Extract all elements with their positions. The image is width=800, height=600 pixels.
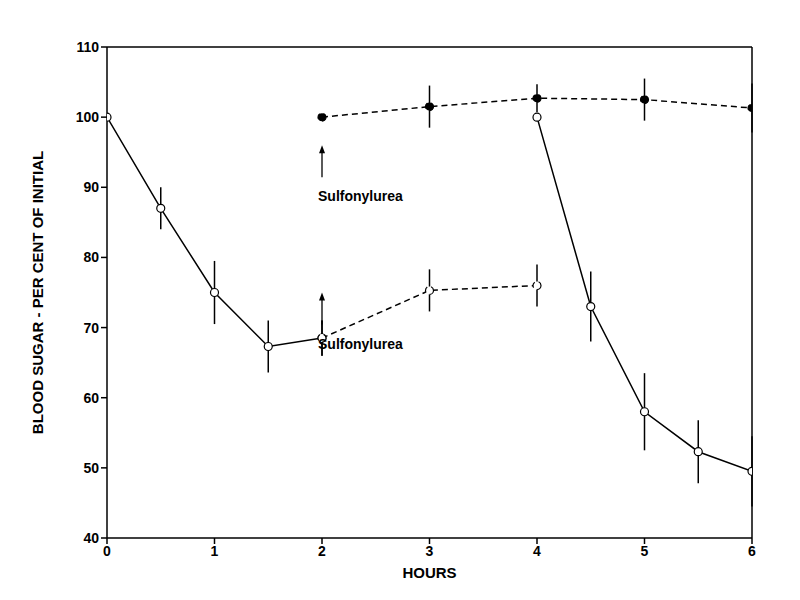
svg-text:Sulfonylurea: Sulfonylurea xyxy=(318,188,403,204)
svg-text:1: 1 xyxy=(211,543,219,559)
svg-text:Sulfonylurea: Sulfonylurea xyxy=(318,336,403,352)
svg-text:5: 5 xyxy=(641,543,649,559)
svg-text:70: 70 xyxy=(83,320,99,336)
svg-text:6: 6 xyxy=(748,543,756,559)
svg-text:100: 100 xyxy=(76,109,100,125)
svg-text:40: 40 xyxy=(83,530,99,546)
svg-text:3: 3 xyxy=(426,543,434,559)
svg-text:BLOOD SUGAR - PER CENT OF INIT: BLOOD SUGAR - PER CENT OF INITIAL xyxy=(29,151,46,434)
svg-text:HOURS: HOURS xyxy=(402,564,456,581)
svg-text:2: 2 xyxy=(318,543,326,559)
svg-text:90: 90 xyxy=(83,179,99,195)
svg-text:60: 60 xyxy=(83,390,99,406)
svg-text:50: 50 xyxy=(83,460,99,476)
svg-text:0: 0 xyxy=(103,543,111,559)
svg-text:110: 110 xyxy=(76,39,99,55)
svg-text:80: 80 xyxy=(83,249,99,265)
svg-text:4: 4 xyxy=(533,543,541,559)
